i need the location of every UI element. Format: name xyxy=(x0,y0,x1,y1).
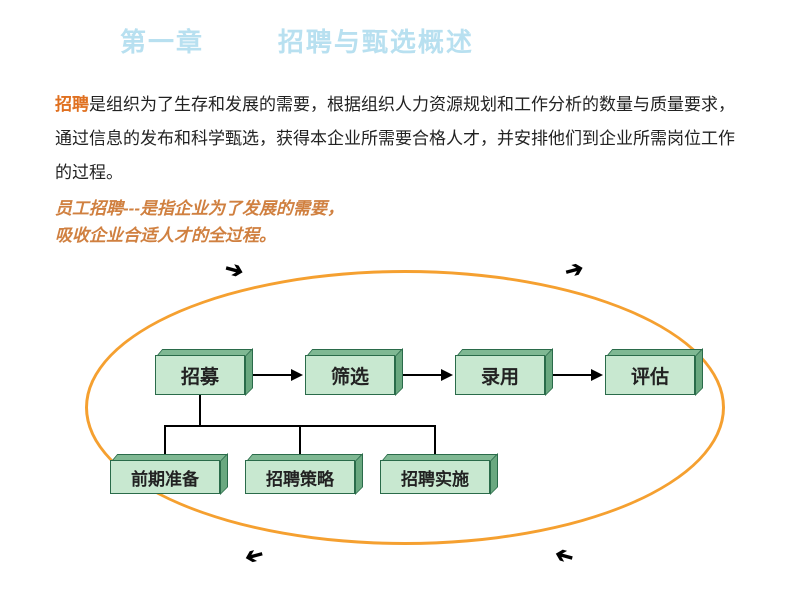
node-execute: 招聘实施 xyxy=(380,460,490,494)
node-label: 招聘策略 xyxy=(245,460,355,494)
tree-connector xyxy=(299,425,301,455)
node-screen: 筛选 xyxy=(305,355,395,395)
node-strategy: 招聘策略 xyxy=(245,460,355,494)
node-prep: 前期准备 xyxy=(110,460,220,494)
node-evaluate: 评估 xyxy=(605,355,695,395)
node-label: 前期准备 xyxy=(110,460,220,494)
process-diagram: ➔ ➔ ➔ ➔ 招募 筛选 录用 评估 前期准备 招聘策略 xyxy=(50,255,750,585)
chapter-label: 第一章 xyxy=(120,27,204,57)
cycle-arrow-icon: ➔ xyxy=(222,255,247,285)
flow-arrow-icon xyxy=(403,369,453,381)
cycle-arrow-icon: ➔ xyxy=(562,255,587,285)
tree-connector xyxy=(199,395,201,425)
cycle-ellipse xyxy=(85,270,725,545)
tree-connector xyxy=(164,425,166,455)
flow-arrow-icon xyxy=(553,369,603,381)
highlight-term: 招聘 xyxy=(55,95,89,114)
node-label: 录用 xyxy=(455,355,545,395)
paragraph-body: 是组织为了生存和发展的需要，根据组织人力资源规划和工作分析的数量与质量要求，通过… xyxy=(55,95,735,182)
cycle-arrow-icon: ➔ xyxy=(242,541,267,571)
tree-connector xyxy=(434,425,436,455)
flow-arrow-icon xyxy=(253,369,303,381)
subtitle-block: 员工招聘---是指企业为了发展的需要， 吸收企业合适人才的全过程。 xyxy=(55,195,344,249)
node-recruit: 招募 xyxy=(155,355,245,395)
node-hire: 录用 xyxy=(455,355,545,395)
node-label: 招募 xyxy=(155,355,245,395)
cycle-arrow-icon: ➔ xyxy=(552,541,577,571)
subtitle-line-2: 吸收企业合适人才的全过程。 xyxy=(55,222,344,249)
definition-paragraph: 招聘是组织为了生存和发展的需要，根据组织人力资源规划和工作分析的数量与质量要求，… xyxy=(55,88,745,190)
subtitle-line-1: 员工招聘---是指企业为了发展的需要， xyxy=(55,195,344,222)
node-label: 评估 xyxy=(605,355,695,395)
heading-label: 招聘与甄选概述 xyxy=(278,27,474,57)
node-label: 招聘实施 xyxy=(380,460,490,494)
page-title: 第一章 招聘与甄选概述 xyxy=(120,22,474,59)
node-label: 筛选 xyxy=(305,355,395,395)
